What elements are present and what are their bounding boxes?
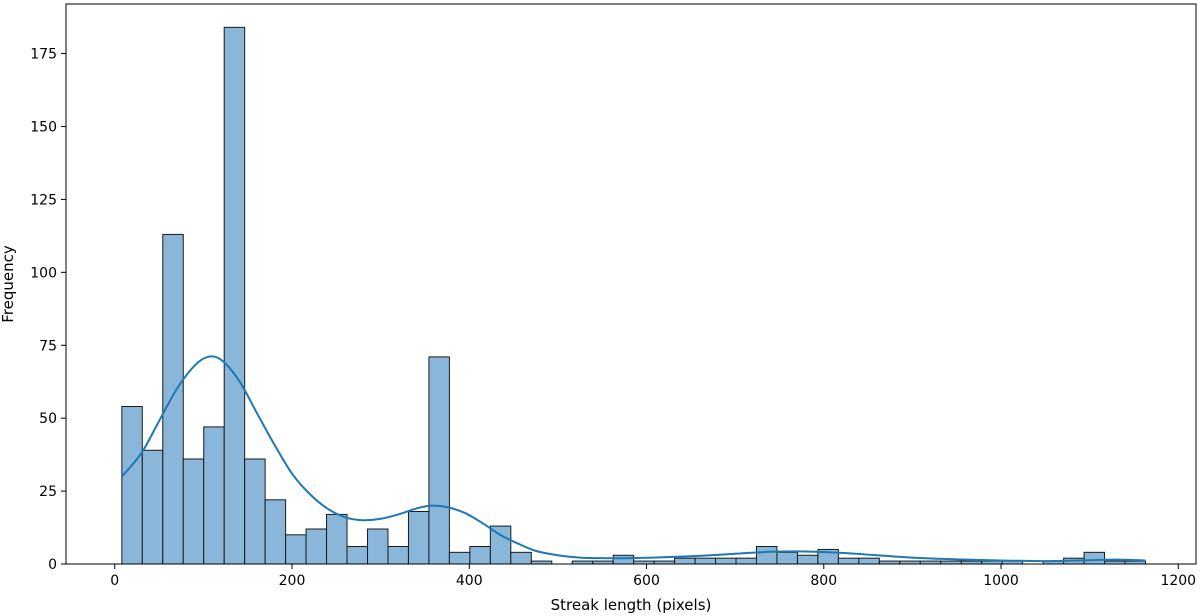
histogram-bar (182, 458, 205, 565)
histogram-bar (121, 406, 143, 565)
y-axis-ticks: 0 25 50 75 100 125 150 175 (30, 47, 66, 573)
histogram-bar (367, 528, 389, 565)
x-axis-label: Streak length (pixels) (551, 596, 712, 614)
y-tick-label: 100 (30, 265, 57, 281)
histogram-bar (407, 511, 430, 565)
histogram-bar (612, 554, 635, 565)
histogram-bar (326, 513, 348, 565)
histogram-bar (837, 557, 860, 565)
histogram-bars (121, 26, 1146, 565)
histogram-bar (510, 551, 532, 565)
y-tick-label: 25 (39, 484, 57, 500)
histogram-bar (244, 458, 266, 565)
histogram-bar (162, 233, 184, 565)
histogram-bar (428, 356, 450, 565)
histogram-bar (1083, 551, 1106, 565)
histogram-bar (264, 499, 287, 565)
x-tick-label: 1000 (983, 573, 1019, 589)
y-tick-label: 175 (30, 47, 57, 63)
histogram-bar (346, 546, 369, 565)
histogram-bar (141, 449, 164, 565)
histogram-bar (305, 528, 328, 565)
histogram-bar (715, 557, 737, 565)
histogram-bar (469, 546, 491, 565)
histogram-bar (203, 426, 225, 565)
histogram-bar (448, 551, 471, 565)
histogram-bar (674, 557, 696, 565)
y-tick-label: 125 (30, 192, 57, 208)
histogram-bar (776, 551, 798, 565)
histogram-bar (755, 546, 778, 565)
x-tick-label: 800 (810, 573, 837, 589)
plot-frame (65, 3, 1197, 565)
y-tick-label: 0 (48, 557, 57, 573)
histogram-bar (223, 26, 246, 565)
x-tick-label: 1200 (1160, 573, 1196, 589)
y-tick-label: 150 (30, 120, 57, 136)
histogram-bar (285, 534, 307, 565)
y-tick-label: 50 (39, 411, 57, 427)
histogram-bar (694, 557, 717, 565)
histogram-bar (387, 546, 409, 565)
histogram-bar (735, 557, 757, 565)
x-tick-label: 600 (633, 573, 660, 589)
y-axis-label: Frequency (0, 245, 17, 323)
x-axis-ticks: 0 200 400 600 800 1000 1200 (110, 564, 1196, 589)
histogram-bar (796, 554, 819, 565)
x-tick-label: 400 (456, 573, 483, 589)
x-tick-label: 200 (279, 573, 306, 589)
kde-curve (121, 355, 1146, 563)
x-tick-label: 0 (110, 573, 119, 589)
y-tick-label: 75 (39, 338, 57, 354)
histogram-bar (489, 525, 512, 565)
histogram-bar (858, 557, 880, 565)
